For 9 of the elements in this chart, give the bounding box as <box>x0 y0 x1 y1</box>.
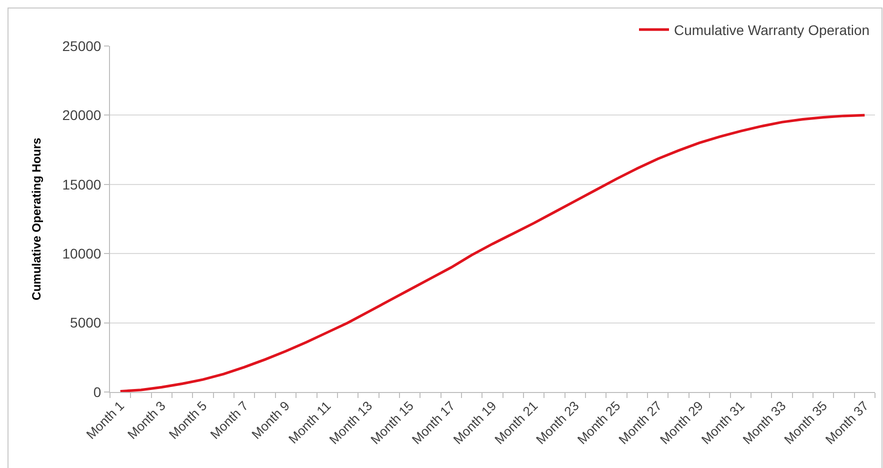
y-tick-label: 0 <box>93 384 102 400</box>
legend-label: Cumulative Warranty Operation <box>674 22 870 38</box>
y-tick-label: 5000 <box>70 314 102 331</box>
y-tick-label: 10000 <box>62 246 102 262</box>
y-tick-label: 15000 <box>62 176 102 192</box>
y-tick-label: 20000 <box>62 107 102 124</box>
y-tick-label: 25000 <box>62 38 102 54</box>
line-series <box>119 114 866 392</box>
y-axis-title: Cumulative Operating Hours <box>30 137 44 300</box>
